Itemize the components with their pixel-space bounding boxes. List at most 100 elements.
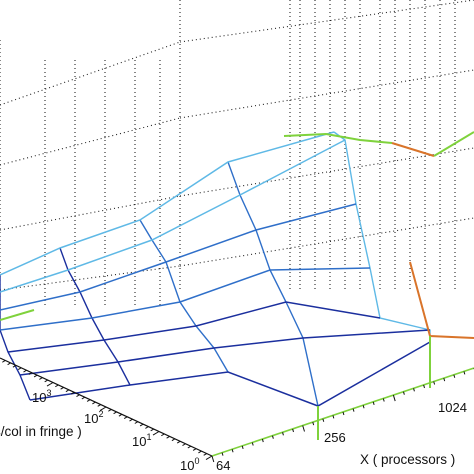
y-tick-34 <box>176 440 181 444</box>
y-tick-24 <box>123 416 128 420</box>
y-tick-13 <box>65 389 70 393</box>
x-tick-20 <box>413 388 415 392</box>
y-tick-32 <box>166 435 170 439</box>
y-tick-label-10e0: 100 <box>180 456 199 473</box>
surface-back-edge-right <box>433 131 474 157</box>
x-tick-21 <box>423 384 425 389</box>
axis-baseline <box>0 357 474 463</box>
surface-column-line-3 <box>227 161 319 407</box>
y-tick-23 <box>118 413 123 417</box>
x-tick-1 <box>221 452 224 456</box>
y-tick-26 <box>134 421 139 424</box>
grid-line-3 <box>0 265 181 291</box>
grid-line-4 <box>179 0 474 43</box>
x-tick-11 <box>322 418 325 422</box>
x-tick-label-1024: 1024 <box>438 400 467 415</box>
y-tick-2 <box>7 362 11 366</box>
y-tick-20 <box>99 406 107 412</box>
y-tick-9 <box>44 379 48 383</box>
x-tick-10 <box>312 422 315 426</box>
surface-back-edge <box>283 132 393 144</box>
y-tick-30 <box>152 431 160 436</box>
grid-line-1 <box>0 117 181 166</box>
surface-column-line-0 <box>0 275 31 401</box>
y-tick-label-10e1: 101 <box>132 432 151 449</box>
y-tick-33 <box>171 438 176 442</box>
y-tick-3 <box>12 364 17 368</box>
y-tick-29 <box>150 428 154 432</box>
x-tick-label-256: 256 <box>324 430 346 445</box>
y-tick-27 <box>139 423 144 427</box>
x-tick-25 <box>463 371 466 375</box>
y-tick-1 <box>2 360 6 363</box>
surface-column-line-2 <box>139 219 229 373</box>
x-tick-3 <box>241 445 244 449</box>
x-tick-18 <box>392 394 396 402</box>
y-tick-28 <box>145 426 149 429</box>
y-tick-16 <box>81 396 86 400</box>
y-axis-label: s/col in fringe ) <box>0 424 82 439</box>
x-tick-14 <box>352 408 355 412</box>
grid-line-0 <box>0 41 181 106</box>
y-tick-18 <box>92 401 96 405</box>
x-tick-7 <box>282 432 284 436</box>
surface-mesh <box>0 131 474 440</box>
x-tick-16 <box>372 401 375 405</box>
grid-line-7 <box>179 217 474 267</box>
y-tick-22 <box>113 411 117 415</box>
grid-lines <box>0 0 474 318</box>
x-axis-label: X ( processors ) <box>360 452 455 467</box>
y-tick-19 <box>97 404 101 407</box>
x-tick-22 <box>433 381 436 385</box>
x-tick-13 <box>342 411 345 416</box>
surface-left-edge <box>0 309 35 321</box>
surface-row-line-1 <box>19 329 431 376</box>
x-tick-23 <box>443 378 446 382</box>
x-tick-label-64: 64 <box>216 458 230 473</box>
x-tick-5 <box>261 438 264 443</box>
surface-row-line-6 <box>0 131 335 276</box>
y-tick-6 <box>28 372 33 375</box>
y-tick-label-10e3: 103 <box>32 388 51 405</box>
x-tick-2 <box>231 449 234 453</box>
y-tick-7 <box>33 374 38 378</box>
y-tick-15 <box>76 394 80 397</box>
y-tick-14 <box>70 391 75 395</box>
y-tick-25 <box>129 418 133 422</box>
y-tick-17 <box>86 399 91 402</box>
y-tick-39 <box>203 453 207 456</box>
x-tick-15 <box>362 405 365 409</box>
x-tick-17 <box>382 398 385 402</box>
x-tick-8 <box>292 428 294 433</box>
surface-row-line-3 <box>0 267 371 331</box>
x-tick-19 <box>402 391 405 395</box>
surface-row-line-4 <box>0 203 357 311</box>
y-tick-40 <box>205 455 213 461</box>
y-tick-5 <box>23 369 27 373</box>
y-tick-35 <box>182 443 186 446</box>
grid-line-5 <box>179 69 474 119</box>
y-tick-37 <box>192 448 197 451</box>
y-tick-21 <box>108 409 112 412</box>
y-tick-11 <box>55 384 59 388</box>
x-tick-9 <box>302 425 305 432</box>
y-tick-12 <box>60 386 64 390</box>
x-tick-6 <box>271 435 274 439</box>
y-tick-10 <box>46 382 54 387</box>
y-tick-4 <box>17 367 22 371</box>
y-tick-38 <box>198 450 202 454</box>
surface-row-line-0 <box>29 341 431 407</box>
grid-line-2 <box>0 195 181 231</box>
y-tick-8 <box>39 377 43 380</box>
y-tick-36 <box>187 445 192 449</box>
x-tick-12 <box>332 415 335 419</box>
x-tick-0 <box>211 455 215 463</box>
surface-row-line-5 <box>0 139 346 293</box>
surface-back-edge-orange <box>391 142 435 157</box>
y-tick-31 <box>161 433 165 437</box>
surface-right-edge-orange <box>409 261 474 339</box>
x-tick-24 <box>453 374 456 378</box>
y-tick-label-10e2: 102 <box>84 409 103 426</box>
surface-row-line-2 <box>7 301 381 353</box>
